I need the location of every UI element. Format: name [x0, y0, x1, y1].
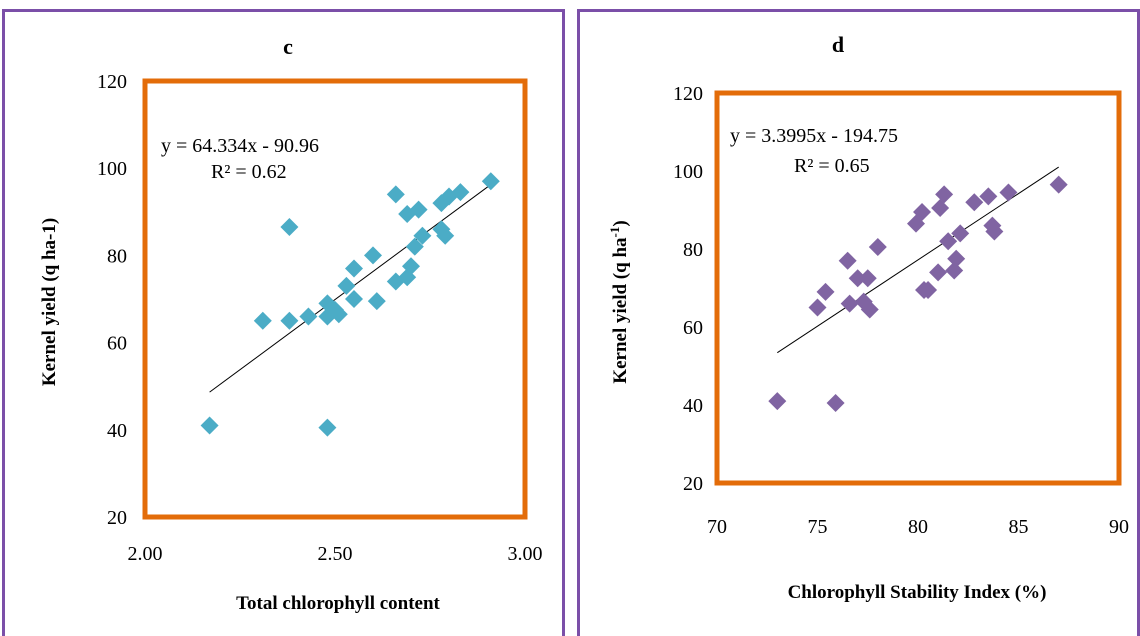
trendline-equation-c: y = 64.334x - 90.96 [161, 135, 319, 157]
y-tick-label: 120 [97, 71, 127, 93]
x-tick-label: 90 [1109, 516, 1129, 538]
data-point [985, 222, 1004, 241]
data-point [919, 280, 938, 299]
scatter-chart-c: c 20 40 60 80 100 120 2.00 2.50 3.00 Total chlorop… [39, 34, 543, 614]
data-point [840, 294, 859, 313]
data-point [947, 249, 966, 268]
y-tick-label: 80 [683, 239, 703, 261]
data-point [935, 185, 954, 204]
data-point [860, 300, 879, 319]
data-point [280, 311, 299, 330]
data-point [858, 269, 877, 288]
data-point [299, 307, 318, 326]
x-tick-label: 85 [1009, 516, 1029, 538]
data-point [768, 392, 787, 411]
data-point [951, 224, 970, 243]
scatter-chart-d: d 20 40 60 80 100 120 70 75 80 85 90 Chlorophyll Sta… [607, 32, 1130, 603]
data-point [481, 172, 500, 191]
data-point [838, 251, 857, 270]
chart-panel-c: c 20 40 60 80 100 120 2.00 2.50 3.00 Total chlorop… [2, 9, 565, 636]
data-point [367, 292, 386, 311]
data-point [939, 232, 958, 251]
data-point [402, 257, 420, 276]
y-tick-label: 40 [107, 420, 127, 442]
data-point [405, 237, 424, 256]
data-point [200, 416, 219, 435]
data-point [318, 418, 337, 437]
y-tick-label: 120 [673, 83, 703, 105]
data-point [329, 305, 348, 324]
x-axis-label-c: Total chlorophyll content [236, 593, 440, 614]
x-tick-label: 70 [707, 516, 727, 538]
data-point [999, 183, 1018, 202]
chart-title-d: d [832, 32, 844, 57]
y-tick-label: 20 [683, 473, 703, 495]
r-squared-label-c: R² = 0.62 [211, 161, 287, 183]
data-point [848, 269, 867, 288]
data-point [345, 290, 363, 308]
y-tick-label: 100 [97, 158, 127, 180]
data-point [816, 282, 835, 301]
data-point [409, 200, 428, 219]
y-tick-label: 60 [107, 333, 127, 355]
data-point [451, 183, 470, 202]
x-tick-label: 2.50 [318, 543, 353, 565]
data-point [965, 193, 984, 212]
y-axis-label-main: Kernel yield (q ha [610, 237, 631, 384]
data-point [979, 187, 998, 206]
data-point [808, 298, 827, 317]
y-axis-label-c: Kernel yield (q ha-1) [39, 218, 60, 386]
x-tick-label: 80 [908, 516, 928, 538]
y-tick-label: 20 [107, 507, 127, 529]
data-point [826, 394, 845, 413]
data-point [280, 218, 299, 237]
data-point [345, 259, 363, 278]
data-point [1049, 175, 1068, 194]
x-axis-label-d: Chlorophyll Stability Index (%) [788, 582, 1047, 603]
y-tick-label: 60 [683, 317, 703, 339]
data-point [913, 202, 932, 221]
trendline-equation-d: y = 3.3995x - 194.75 [730, 125, 898, 147]
chart-panel-d: d 20 40 60 80 100 120 70 75 80 85 90 Chlorophyll Sta… [577, 9, 1140, 636]
y-tick-label: 40 [683, 395, 703, 417]
y-tick-label: 100 [673, 161, 703, 183]
data-point [337, 276, 356, 295]
y-tick-label: 80 [107, 245, 127, 267]
data-point [929, 263, 948, 282]
data-point [436, 226, 455, 245]
data-point [364, 246, 382, 265]
data-point [413, 226, 432, 245]
data-point [931, 199, 950, 218]
r-squared-label-d: R² = 0.65 [794, 155, 870, 177]
data-point [945, 261, 964, 280]
x-tick-label: 2.00 [128, 543, 163, 565]
y-axis-label-d: Kernel yield (q ha-1) [607, 220, 632, 383]
y-axis-label-sup: -1 [607, 227, 622, 238]
data-point [868, 238, 887, 257]
chart-title-c: c [283, 34, 293, 59]
x-tick-label: 75 [808, 516, 828, 538]
data-point [386, 185, 405, 204]
y-axis-label-end: ) [610, 220, 631, 226]
x-tick-label: 3.00 [508, 543, 543, 565]
